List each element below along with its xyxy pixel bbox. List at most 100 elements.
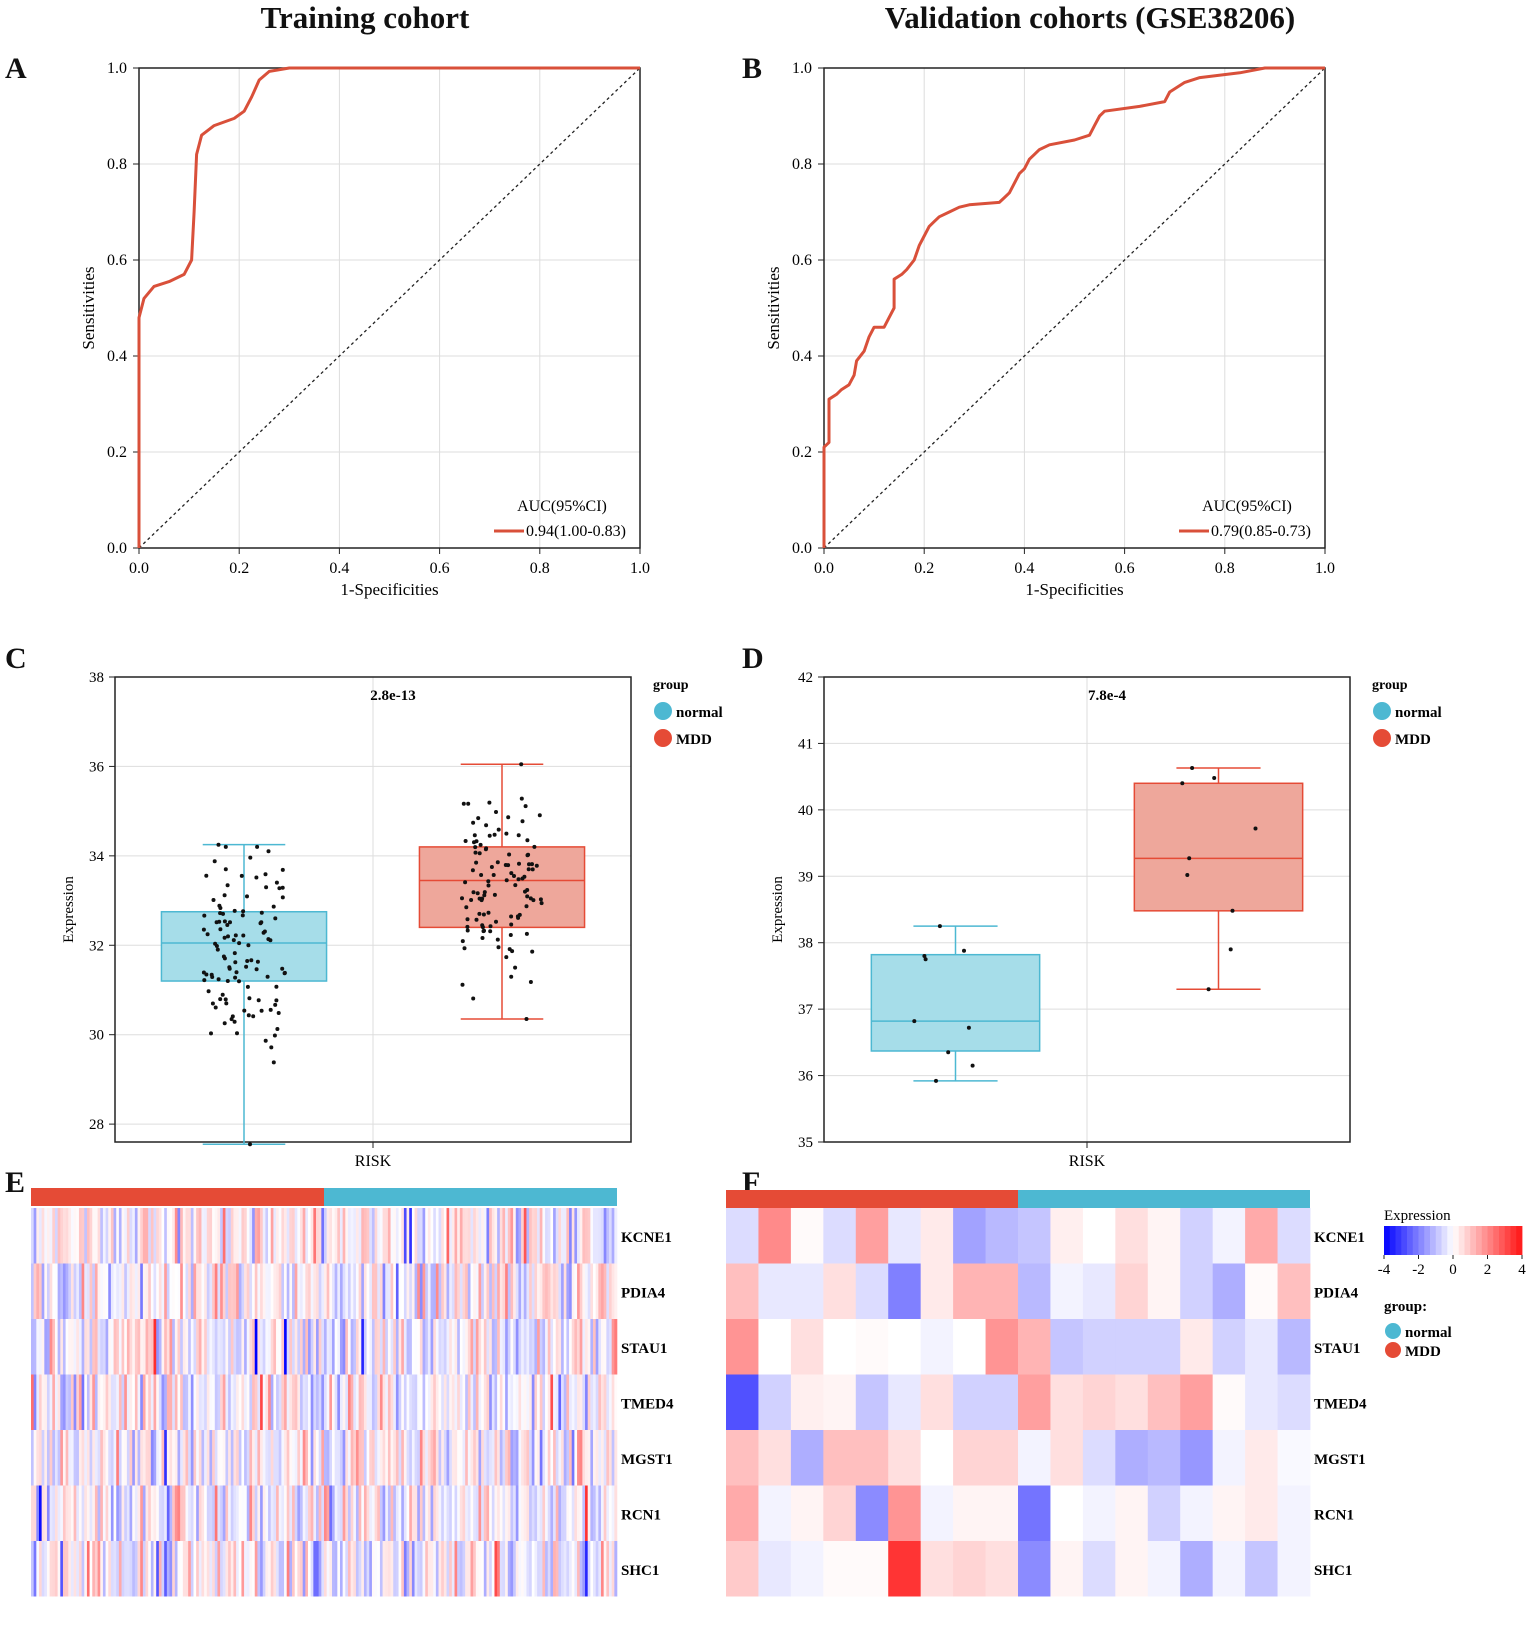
- heatmap-cell: [1180, 1374, 1214, 1430]
- heatmap-cell: [585, 1208, 588, 1264]
- heatmap-cell: [62, 1208, 66, 1264]
- data-point: [217, 919, 222, 924]
- heatmap-cell: [579, 1374, 583, 1430]
- heatmap-cell: [105, 1263, 109, 1319]
- heatmap-cell: [81, 1430, 85, 1486]
- heatmap-cell: [459, 1374, 463, 1430]
- heatmap-cell: [52, 1485, 56, 1541]
- heatmap-cell: [1050, 1319, 1084, 1375]
- heatmap-cell: [505, 1263, 509, 1319]
- heatmap-cell: [273, 1208, 277, 1264]
- heatmap-cell: [614, 1208, 618, 1264]
- heatmap-cell: [457, 1374, 461, 1430]
- data-point: [271, 1060, 276, 1065]
- heatmap-cell: [363, 1485, 367, 1541]
- heatmap-cell: [920, 1541, 954, 1597]
- heatmap-cell: [558, 1263, 562, 1319]
- heatmap-cell: [406, 1541, 410, 1597]
- heatmap-cell: [180, 1374, 184, 1430]
- heatmap-cell: [249, 1541, 253, 1597]
- heatmap-cell: [78, 1374, 82, 1430]
- legend-swatch-normal: [1373, 702, 1391, 720]
- data-point: [472, 840, 476, 845]
- heatmap-cell: [401, 1541, 405, 1597]
- heatmap-cell: [518, 1374, 522, 1430]
- heatmap-cell: [38, 1319, 42, 1375]
- heatmap-cell: [726, 1319, 759, 1375]
- heatmap-cell: [204, 1541, 208, 1597]
- data-point: [517, 861, 521, 866]
- data-point: [245, 894, 249, 899]
- y-axis-label: Sensitivities: [764, 266, 783, 349]
- heatmap-cell: [545, 1541, 549, 1597]
- heatmap-cell: [326, 1541, 330, 1597]
- heatmap-cell: [78, 1319, 82, 1375]
- heatmap-cell: [465, 1485, 469, 1541]
- heatmap-cell: [414, 1374, 418, 1430]
- heatmap-cell: [430, 1263, 434, 1319]
- x-tick-label: 0.6: [430, 560, 450, 577]
- heatmap-cell: [473, 1263, 477, 1319]
- heatmap-cell: [537, 1541, 541, 1597]
- heatmap-cell: [379, 1374, 383, 1430]
- heatmap-cell: [531, 1374, 535, 1430]
- data-point: [216, 842, 221, 847]
- heatmap-cell: [537, 1485, 541, 1541]
- heatmap-cell: [60, 1208, 64, 1264]
- data-point: [480, 925, 485, 930]
- y-tick-label: 37: [798, 1002, 814, 1018]
- heatmap-cell: [337, 1319, 341, 1375]
- heatmap-cell: [449, 1208, 453, 1264]
- heatmap-cell: [475, 1319, 479, 1375]
- heatmap-cell: [276, 1319, 280, 1375]
- heatmap-cell: [374, 1541, 378, 1597]
- heatmap-cell: [198, 1485, 202, 1541]
- group-legend-title: group:: [1384, 1299, 1427, 1315]
- heatmap-cell: [1115, 1208, 1149, 1264]
- heatmap-cell: [465, 1208, 469, 1264]
- heatmap-cell: [1082, 1319, 1116, 1375]
- heatmap-cell: [571, 1263, 575, 1319]
- heatmap-cell: [220, 1374, 224, 1430]
- heatmap-cell: [265, 1374, 269, 1430]
- heatmap-cell: [985, 1485, 1019, 1541]
- data-point: [280, 867, 285, 872]
- heatmap-cell: [478, 1374, 482, 1430]
- heatmap-cell: [334, 1374, 338, 1430]
- heatmap-cell: [289, 1263, 293, 1319]
- scale-tick-label: -2: [1412, 1262, 1425, 1278]
- heatmap-cell: [254, 1374, 258, 1430]
- data-point: [266, 849, 271, 854]
- heatmap-cell: [262, 1374, 266, 1430]
- boxplot-validation: 3536373839404142RISKExpression7.8e-4grou…: [770, 670, 1442, 1170]
- heatmap-cell: [294, 1319, 298, 1375]
- heatmap-cell: [726, 1430, 759, 1486]
- heatmap-cell: [518, 1208, 522, 1264]
- heatmap-cell: [920, 1374, 954, 1430]
- data-point: [225, 923, 230, 927]
- heatmap-cell: [73, 1541, 77, 1597]
- heatmap-cell: [278, 1541, 282, 1597]
- data-point: [280, 885, 285, 890]
- heatmap-cell: [142, 1263, 146, 1319]
- heatmap-cell: [206, 1374, 210, 1430]
- heatmap-cell: [270, 1430, 274, 1486]
- data-point: [223, 997, 228, 1002]
- heatmap-cell: [70, 1374, 74, 1430]
- heatmap-cell: [206, 1485, 210, 1541]
- heatmap-cell: [185, 1374, 189, 1430]
- heatmap-cell: [62, 1374, 66, 1430]
- heatmap-cell: [587, 1541, 591, 1597]
- heatmap-cell: [518, 1485, 522, 1541]
- heatmap-cell: [196, 1374, 200, 1430]
- heatmap-cell: [411, 1208, 415, 1264]
- heatmap-cell: [985, 1319, 1019, 1375]
- heatmap-cell: [366, 1208, 370, 1264]
- heatmap-cell: [105, 1208, 109, 1264]
- heatmap-cell: [265, 1263, 269, 1319]
- heatmap-cell: [433, 1485, 437, 1541]
- heatmap-cell: [305, 1319, 309, 1375]
- heatmap-cell: [347, 1541, 351, 1597]
- heatmap-cell: [331, 1430, 335, 1486]
- legend-label-MDD: MDD: [1395, 732, 1431, 748]
